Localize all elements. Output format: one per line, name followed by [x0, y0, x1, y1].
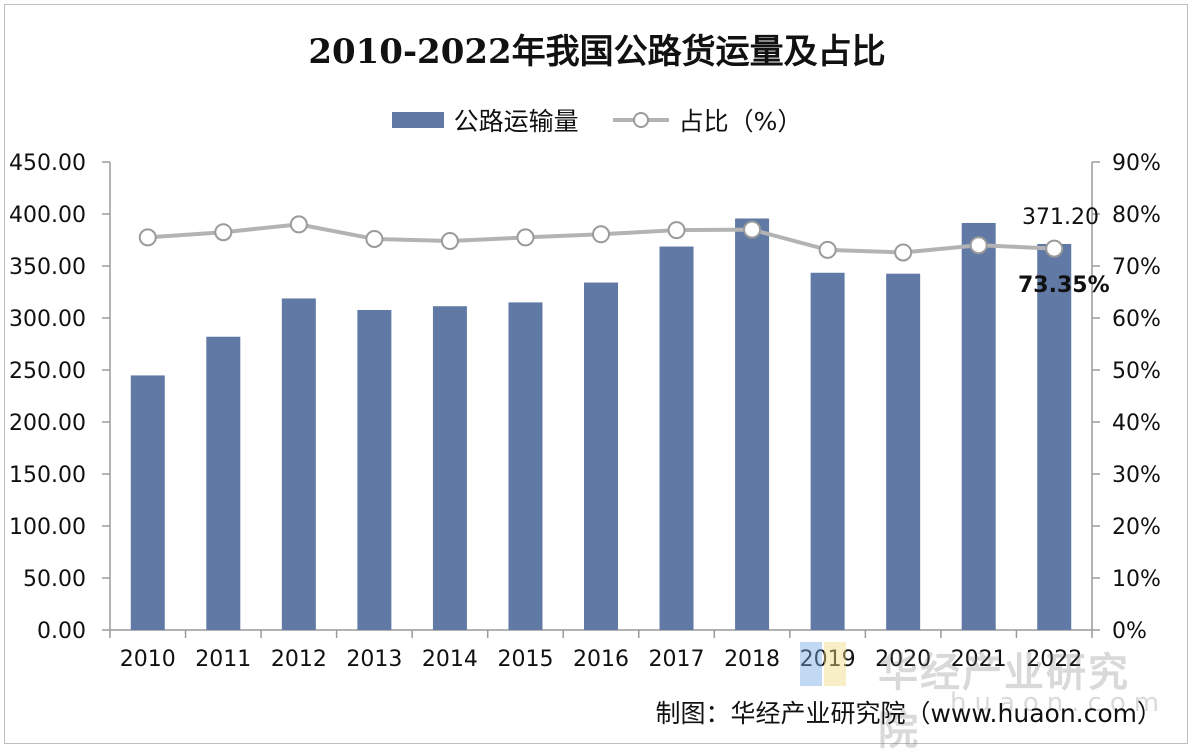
- bar: [659, 246, 694, 630]
- bar: [281, 298, 316, 630]
- x-tick-label: 2022: [1026, 647, 1082, 672]
- x-tick-label: 2018: [724, 647, 780, 672]
- right-tick-label: 10%: [1112, 567, 1161, 592]
- left-tick-label: 400.00: [9, 203, 86, 228]
- x-tick-label: 2020: [875, 647, 931, 672]
- legend-bar-label: 公路运输量: [453, 107, 579, 136]
- legend-line-swatch: [612, 112, 669, 128]
- ratio-point: [969, 236, 988, 255]
- source-note: 制图：华经产业研究院（www.huaon.com）: [655, 699, 1162, 728]
- ratio-point: [1045, 239, 1064, 258]
- x-tick-label: 2015: [497, 647, 553, 672]
- right-tick-label: 40%: [1112, 411, 1161, 436]
- bar: [130, 375, 165, 630]
- ratio-point: [818, 240, 837, 259]
- bar: [810, 272, 845, 630]
- ratio-point: [138, 228, 157, 247]
- x-tick-label: 2016: [573, 647, 629, 672]
- right-tick-label: 50%: [1112, 359, 1161, 384]
- x-tick-label: 2013: [346, 647, 402, 672]
- bar: [735, 218, 770, 631]
- ratio-point: [365, 229, 384, 248]
- legend: 公路运输量 占比（%）: [0, 102, 1194, 138]
- left-tick-label: 250.00: [9, 359, 86, 384]
- chart-title: 2010-2022年我国公路货运量及占比: [308, 32, 886, 72]
- left-tick-label: 350.00: [9, 255, 86, 280]
- ratio-point: [214, 223, 233, 242]
- bar: [432, 306, 467, 630]
- x-tick-label: 2017: [649, 647, 705, 672]
- x-tick-label: 2010: [120, 647, 176, 672]
- left-tick-label: 300.00: [9, 307, 86, 332]
- ratio-point: [289, 215, 308, 234]
- legend-bar-swatch: [391, 112, 444, 128]
- left-tick-label: 50.00: [23, 567, 86, 592]
- ratio-point: [516, 228, 535, 247]
- bar: [508, 302, 543, 630]
- x-tick-label: 2019: [800, 647, 856, 672]
- left-tick-label: 450.00: [9, 151, 86, 176]
- bar-data-label: 371.20: [1022, 205, 1099, 230]
- line-data-label: 73.35%: [1018, 273, 1110, 298]
- ratio-point: [592, 225, 610, 244]
- x-tick-label: 2011: [195, 647, 251, 672]
- ratio-point: [667, 221, 686, 240]
- chart-frame: [4, 4, 1188, 744]
- right-tick-label: 90%: [1112, 151, 1161, 176]
- right-tick-label: 70%: [1112, 255, 1161, 280]
- right-tick-label: 20%: [1112, 515, 1161, 540]
- bar: [584, 282, 618, 630]
- legend-item-bar: 公路运输量: [391, 102, 579, 138]
- right-tick-label: 80%: [1112, 203, 1161, 228]
- left-tick-label: 100.00: [9, 515, 86, 540]
- x-tick-label: 2014: [422, 647, 478, 672]
- ratio-point: [440, 232, 459, 251]
- bar: [357, 309, 392, 630]
- bar: [206, 336, 241, 630]
- bar: [1037, 243, 1072, 630]
- left-tick-label: 150.00: [9, 463, 86, 488]
- ratio-point: [894, 243, 913, 262]
- left-tick-label: 0.00: [37, 619, 86, 644]
- x-tick-label: 2021: [951, 647, 1007, 672]
- right-tick-label: 30%: [1112, 463, 1161, 488]
- left-tick-label: 200.00: [9, 411, 86, 436]
- right-tick-label: 0%: [1112, 619, 1147, 644]
- bar: [886, 273, 921, 630]
- legend-item-line: 占比（%）: [612, 102, 803, 138]
- x-tick-label: 2012: [271, 647, 327, 672]
- bar: [961, 222, 996, 630]
- ratio-point: [743, 220, 762, 239]
- legend-line-label: 占比（%）: [678, 107, 803, 136]
- right-tick-label: 60%: [1112, 307, 1161, 332]
